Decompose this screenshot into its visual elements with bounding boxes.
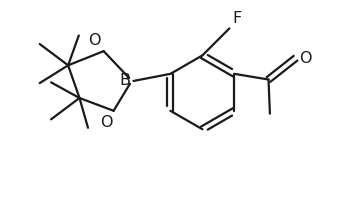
Text: F: F xyxy=(232,10,242,26)
Text: O: O xyxy=(88,33,101,48)
Text: O: O xyxy=(299,51,311,66)
Text: B: B xyxy=(120,73,130,89)
Text: O: O xyxy=(100,115,112,130)
